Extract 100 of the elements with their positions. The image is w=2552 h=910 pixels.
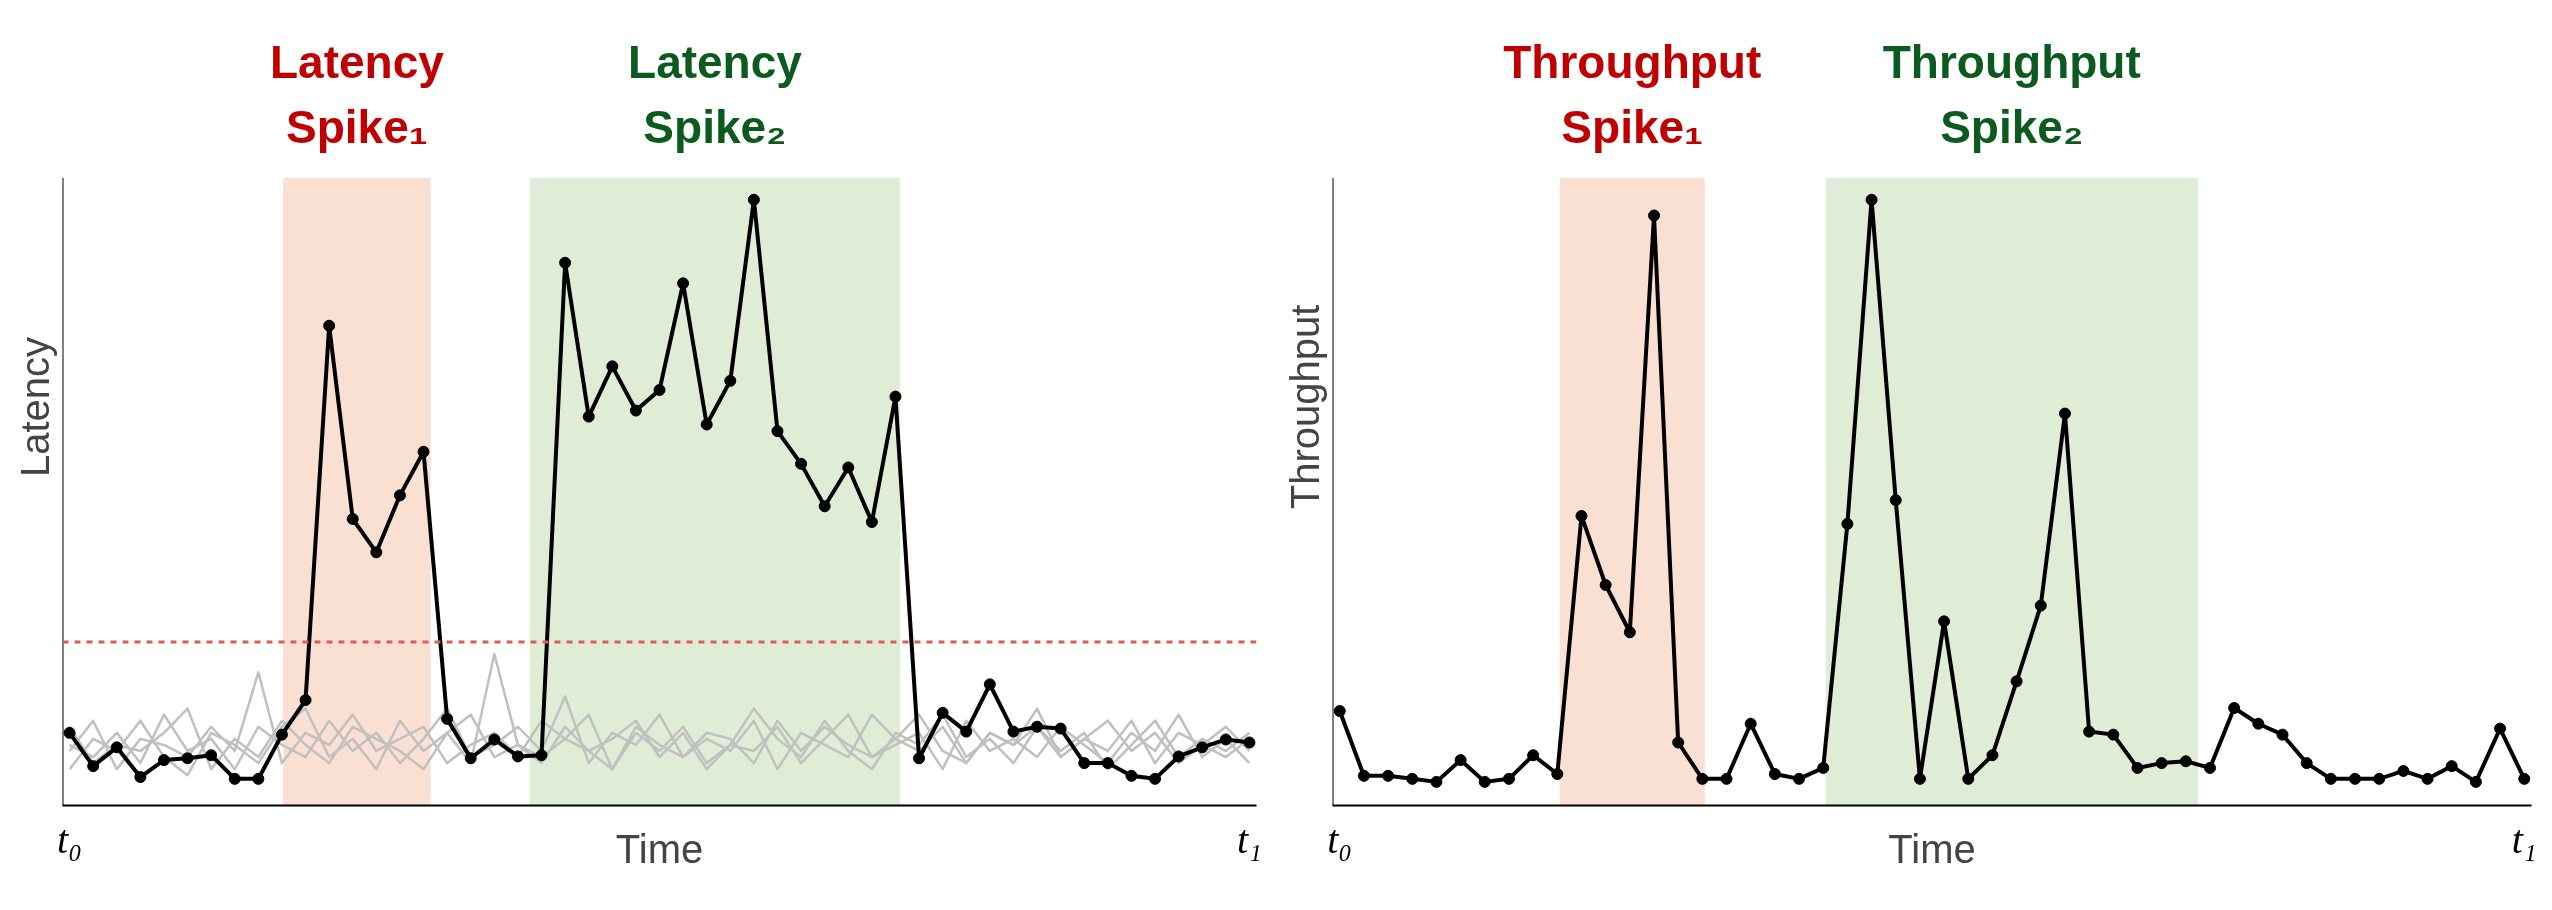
point [889, 390, 902, 403]
point [1986, 749, 1999, 762]
point [2228, 701, 2241, 714]
point [1454, 754, 1467, 767]
point [1551, 768, 1564, 780]
point [2518, 772, 2531, 785]
point [2252, 717, 2265, 730]
point [1333, 705, 1346, 717]
x-tick-label: t₀ [57, 816, 83, 862]
point [913, 752, 926, 765]
point [1149, 772, 1162, 785]
point [818, 500, 831, 513]
point [1575, 509, 1588, 522]
point [842, 461, 855, 474]
x-tick-label: t₁ [1236, 816, 1262, 862]
point [2203, 761, 2216, 774]
x-tick-label: t₁ [2511, 816, 2537, 862]
point [559, 256, 572, 269]
point [2131, 761, 2144, 774]
point [1768, 768, 1781, 780]
point [606, 360, 619, 373]
point [1744, 717, 1757, 730]
point [205, 749, 218, 762]
point [1817, 761, 1830, 774]
point [346, 512, 359, 525]
point [1599, 579, 1612, 591]
point [488, 733, 501, 746]
text: Latency Spike₂ [628, 35, 803, 153]
point [370, 546, 383, 559]
point [2300, 757, 2313, 770]
point [1101, 757, 1114, 770]
text: Throughput Spike₂ [1882, 35, 2141, 153]
point [181, 752, 194, 765]
text: Latency Spike₁ [269, 35, 445, 153]
point [1172, 750, 1185, 763]
point [2034, 599, 2047, 612]
point [2107, 728, 2120, 741]
point [1054, 722, 1067, 735]
point [1078, 757, 1091, 770]
point [1357, 769, 1370, 782]
point [535, 749, 548, 762]
point [2083, 725, 2096, 738]
point [2373, 772, 2386, 785]
point [1382, 769, 1395, 782]
point [677, 277, 690, 290]
point [275, 728, 288, 741]
y-axis-title: Latency [12, 336, 57, 478]
point [1527, 749, 1540, 762]
point [1196, 741, 1209, 754]
text: Throughput Spike₁ [1503, 35, 1762, 153]
point [87, 760, 100, 773]
point [1007, 725, 1020, 738]
point [2179, 755, 2192, 768]
point [1031, 720, 1044, 733]
point [1430, 775, 1443, 788]
point [653, 383, 666, 396]
point [299, 694, 312, 707]
point [393, 489, 406, 502]
point [252, 772, 265, 785]
point [323, 319, 336, 332]
point [228, 772, 241, 785]
point [582, 410, 595, 423]
point [1125, 769, 1138, 782]
point [2445, 760, 2458, 773]
point [1889, 494, 1902, 507]
x-tick-label: t₀ [1327, 816, 1353, 862]
point [1623, 626, 1636, 639]
point [865, 516, 878, 528]
point [2276, 728, 2289, 741]
y-axis-title: Throughput [1282, 304, 1327, 510]
point [1219, 733, 1232, 746]
point [1720, 772, 1733, 785]
point [1648, 209, 1661, 222]
point [795, 457, 808, 470]
point [1793, 772, 1806, 785]
point [2421, 772, 2434, 785]
point [2058, 407, 2071, 420]
point [724, 374, 737, 387]
point [1672, 736, 1685, 749]
point [441, 712, 454, 725]
point [1243, 736, 1256, 749]
point [63, 726, 76, 739]
point [1841, 517, 1854, 530]
point [2469, 775, 2482, 788]
point [1406, 772, 1419, 785]
point [960, 725, 973, 738]
point [464, 752, 477, 765]
point [511, 750, 524, 763]
point [134, 771, 147, 784]
point [1502, 772, 1515, 785]
point [110, 741, 123, 754]
point [2155, 757, 2168, 770]
point [2324, 772, 2337, 785]
point [417, 445, 430, 458]
point [2349, 772, 2362, 785]
point [1865, 193, 1878, 206]
x-axis-title: Time [615, 826, 704, 871]
point [1478, 775, 1491, 788]
point [629, 404, 642, 417]
point [700, 418, 713, 431]
